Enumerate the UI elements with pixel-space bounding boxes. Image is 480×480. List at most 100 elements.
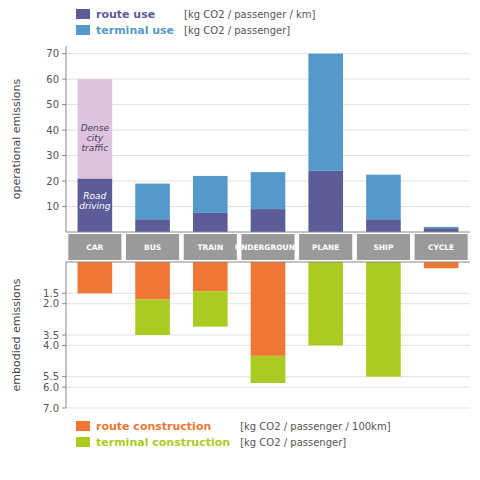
panel: 10 20 30 40 50 60 70 operational emissions Dense… — [10, 46, 471, 232]
bar — [193, 262, 228, 291]
tick-label: 3.5 — [43, 330, 59, 341]
bar — [193, 213, 228, 232]
bar — [78, 262, 113, 293]
bar — [78, 79, 113, 178]
bar — [424, 262, 459, 268]
bar — [78, 293, 113, 294]
bar — [78, 178, 113, 232]
baseline — [66, 262, 470, 263]
y-axis-line — [66, 46, 67, 232]
legend-unit: [kg CO2 / passenger / 100km] — [240, 421, 391, 432]
tick-mark — [62, 104, 66, 105]
tick-label: 60 — [46, 74, 59, 85]
tick-label: 1.5 — [43, 288, 59, 299]
tick-label: 70 — [46, 48, 59, 59]
bar — [135, 184, 170, 220]
tick-mark — [62, 303, 66, 304]
bar — [193, 291, 228, 326]
annotation: Densecitytraffic — [81, 123, 110, 153]
legend-unit: [kg CO2 / passenger] — [184, 25, 290, 36]
bar — [135, 219, 170, 232]
tick-mark — [62, 387, 66, 388]
category-label: PLANE — [312, 243, 339, 252]
legend-swatch — [76, 437, 90, 447]
legend-label: route use — [96, 8, 155, 21]
tick-mark — [62, 130, 66, 131]
grid-line — [66, 104, 470, 105]
category-box — [299, 234, 352, 260]
tick-label: 6.0 — [43, 382, 59, 393]
category-label: SHIP — [373, 243, 393, 252]
y-axis-label: operational emissions — [10, 78, 23, 199]
baseline — [66, 232, 470, 233]
tick-mark — [62, 345, 66, 346]
bar — [251, 262, 286, 356]
tick-label: 4.0 — [43, 340, 59, 351]
category-label: CAR — [86, 243, 103, 252]
annotation: Roaddriving — [79, 191, 110, 211]
grid-line — [66, 53, 470, 54]
bars — [78, 54, 459, 232]
tick-mark — [62, 155, 66, 156]
tick-mark — [62, 206, 66, 207]
legend-swatch — [76, 25, 90, 35]
bar — [366, 262, 401, 377]
legend-unit: [kg CO2 / passenger] — [240, 437, 346, 448]
bar — [424, 268, 459, 269]
legend: route use terminal use [kg CO2 / passenger… — [76, 8, 315, 37]
grid-line — [66, 387, 470, 388]
category-box — [415, 234, 468, 260]
annotation-line: Dense — [81, 123, 110, 133]
category-label: UNDERGROUND — [235, 243, 301, 252]
legend-label: terminal construction — [96, 436, 230, 449]
tick-label: 7.0 — [43, 403, 59, 414]
legend-swatch — [76, 9, 90, 19]
bar — [135, 300, 170, 335]
legend-swatch — [76, 421, 90, 431]
bar — [308, 54, 343, 171]
tick-label: 20 — [46, 176, 59, 187]
tick-label: 50 — [46, 99, 59, 110]
tick-label: 30 — [46, 150, 59, 161]
category-box — [357, 234, 410, 260]
category-box — [184, 234, 237, 260]
bar — [424, 227, 459, 228]
category-label: TRAIN — [197, 243, 223, 252]
bar — [251, 209, 286, 232]
category-label: BUS — [144, 243, 161, 252]
tick-mark — [62, 408, 66, 409]
annotation-line: driving — [79, 201, 110, 211]
category-strip: CARBUSTRAINUNDERGROUNDPLANESHIPCYCLE — [68, 234, 467, 260]
tick-mark — [62, 53, 66, 54]
grid-line — [66, 408, 470, 409]
legend-label: terminal use — [96, 24, 174, 37]
panel: 1.52.0 3.54.0 5.56.0 7.0 embodied emissions — [10, 262, 471, 414]
category-box — [68, 234, 121, 260]
annotation-line: traffic — [82, 143, 109, 153]
legend-label: route construction — [96, 420, 211, 433]
legend: route construction terminal construction [… — [76, 420, 391, 449]
bar — [193, 176, 228, 213]
tick-label: 10 — [46, 201, 59, 212]
chart: 10 20 30 40 50 60 70 operational emissions Dense… — [0, 0, 480, 480]
annotation-line: Road — [83, 191, 106, 201]
bar — [135, 262, 170, 300]
tick-label: 5.5 — [43, 371, 59, 382]
tick-label: 2.0 — [43, 298, 59, 309]
category-box — [126, 234, 179, 260]
tick-mark — [62, 181, 66, 182]
tick-mark — [62, 335, 66, 336]
annotation-line: city — [87, 133, 104, 143]
grid-line — [66, 130, 470, 131]
bar — [251, 172, 286, 209]
y-axis-label: embodied emissions — [10, 278, 23, 391]
bar — [366, 219, 401, 232]
tick-label: 40 — [46, 125, 59, 136]
legend-unit: [kg CO2 / passenger / km] — [184, 9, 315, 20]
grid-line — [66, 79, 470, 80]
bar — [424, 228, 459, 232]
bar — [251, 356, 286, 383]
tick-mark — [62, 79, 66, 80]
bar — [366, 175, 401, 220]
bars — [78, 262, 459, 383]
